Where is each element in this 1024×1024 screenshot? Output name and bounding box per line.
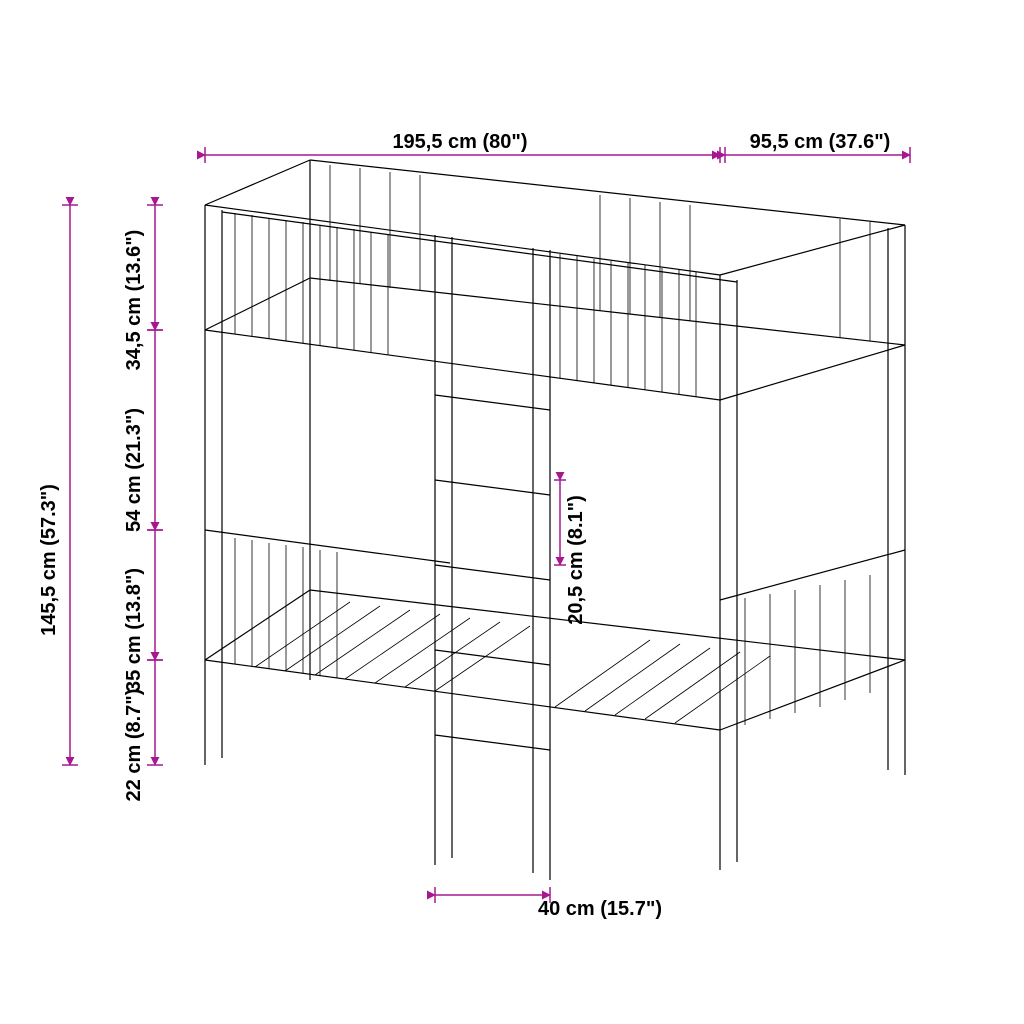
dimension-label: 35 cm (13.8") <box>123 568 145 692</box>
dimension-label: 54 cm (21.3") <box>123 408 145 532</box>
dimension-label: 34,5 cm (13.6") <box>123 230 145 371</box>
dimension-label: 40 cm (15.7") <box>538 898 662 920</box>
dimension-label: 145,5 cm (57.3") <box>38 484 60 636</box>
dimension-label: 195,5 cm (80") <box>392 131 527 153</box>
dimension-label: 95,5 cm (37.6") <box>750 131 891 153</box>
dimension-label: 20,5 cm (8.1") <box>565 495 587 625</box>
dimension-label: 22 cm (8.7") <box>123 689 145 802</box>
